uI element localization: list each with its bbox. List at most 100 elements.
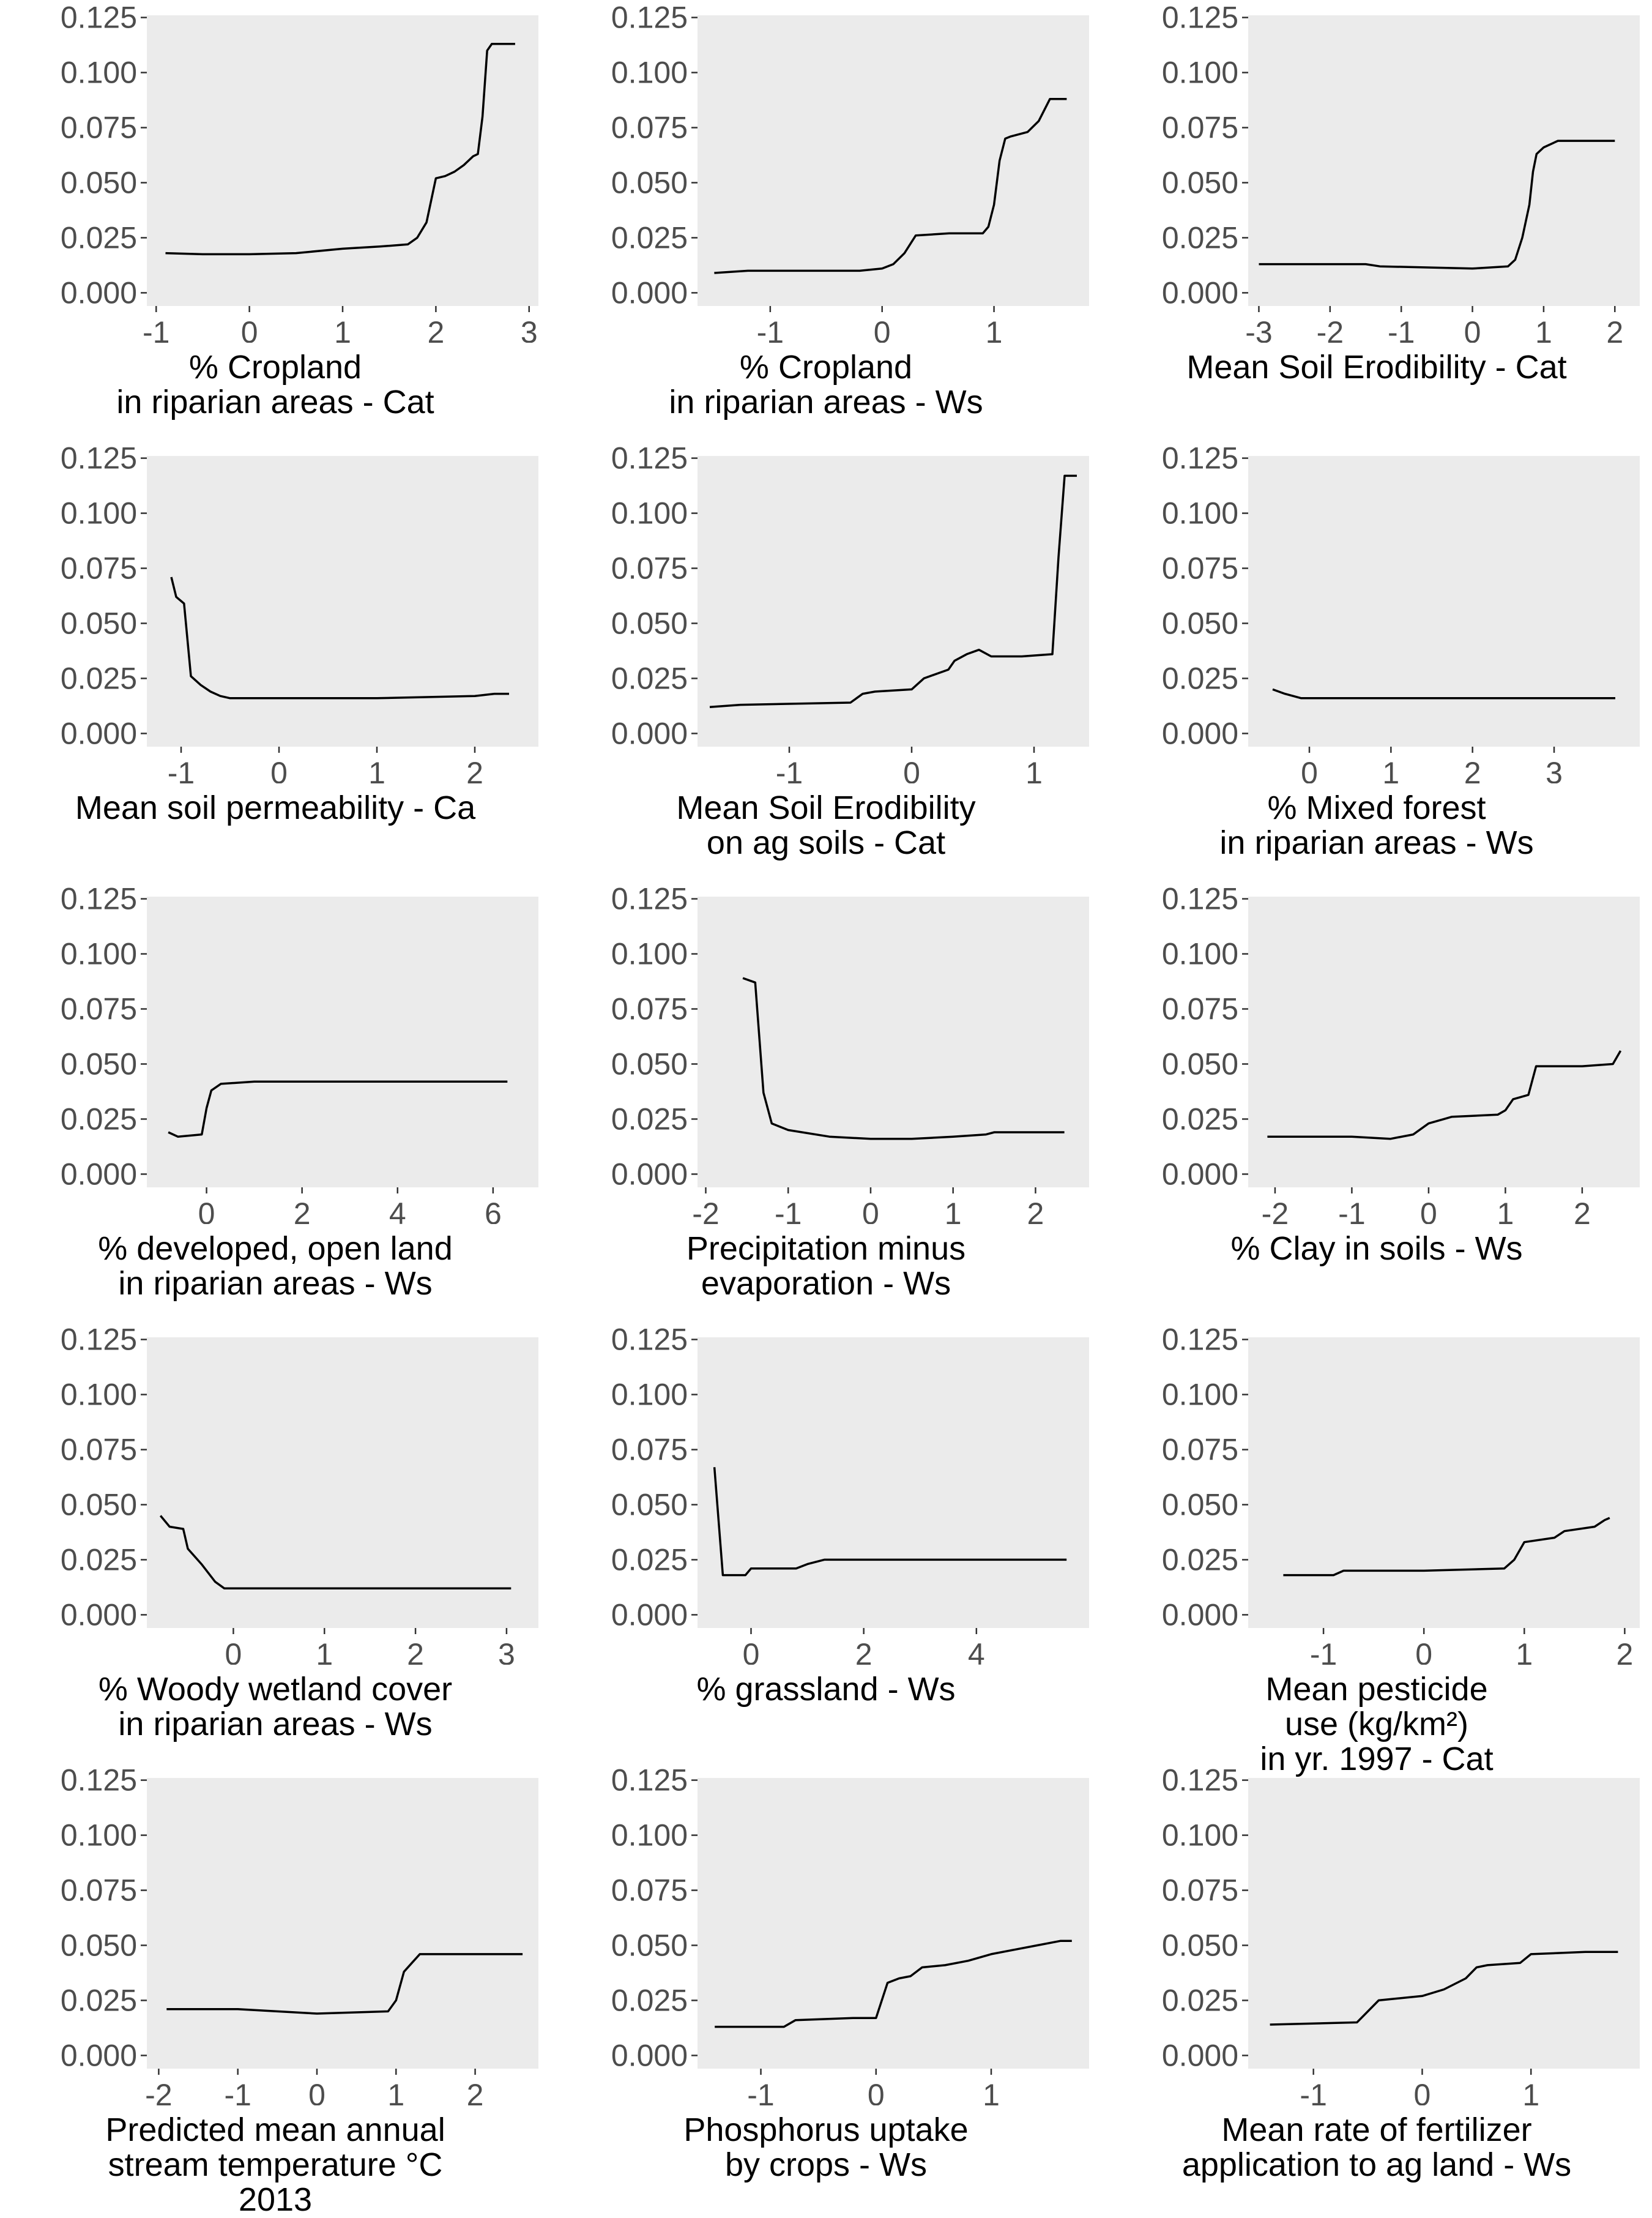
x-tick-label: 0 <box>241 315 258 343</box>
y-tick-label: 0.025 <box>61 220 137 255</box>
chart-svg: 0.000 0.025 0.050 0.075 0.100 0.125 -2 -1 0 1 2 <box>1162 882 1640 1224</box>
chart-svg: 0.000 0.025 0.050 0.075 0.100 0.125 -1 0 1 <box>611 1763 1089 2105</box>
plot-background <box>698 897 1089 1187</box>
plot-background <box>698 1778 1089 2069</box>
x-axis-title-line: Mean soil permeability - Ca <box>75 790 476 826</box>
partial-dependence-line <box>168 1080 508 1138</box>
chart-panel: 0.000 0.025 0.050 0.075 0.100 0.125 0 1 2 3 % Wood… <box>0 1322 551 1763</box>
y-tick-label: 0.075 <box>61 111 137 145</box>
y-tick-label: 0.050 <box>1162 1047 1238 1081</box>
chart-svg: 0.000 0.025 0.050 0.075 0.100 0.125 0 2 4 <box>611 1323 1089 1665</box>
x-tick-label: 1 <box>945 1197 962 1224</box>
y-tick-label: 0.125 <box>61 882 137 916</box>
y-tick-label: 0.125 <box>1162 1763 1238 1798</box>
partial-dependence-line <box>713 1467 1067 1577</box>
y-tick-label: 0.050 <box>61 1047 137 1081</box>
x-tick-label: 2 <box>855 1637 873 1665</box>
x-axis-title-line: by crops - Ws <box>724 2146 928 2183</box>
y-tick-label: 0.050 <box>1162 165 1238 200</box>
plot-background <box>1248 456 1640 747</box>
x-tick-label: 0 <box>198 1197 215 1224</box>
y-tick-label: 0.050 <box>611 1047 688 1081</box>
y-tick-label: 0.000 <box>611 2038 688 2072</box>
x-axis-title: Precipitation minus evaporation - Ws <box>551 1231 1101 1301</box>
y-tick-label: 0.050 <box>611 1928 688 1962</box>
x-tick-label: -1 <box>1300 2078 1326 2105</box>
x-tick-label: 0 <box>903 756 920 783</box>
x-axis-title-line: % Mixed forest <box>1267 790 1486 826</box>
x-tick-label: 0 <box>270 756 288 783</box>
x-tick-label: 0 <box>1301 756 1318 783</box>
chart-panel: 0.000 0.025 0.050 0.075 0.100 0.125 -1 0 1 2 Mean … <box>1101 1322 1652 1777</box>
x-axis-title: Mean Soil Erodibility on ag soils - Cat <box>551 791 1101 861</box>
x-tick-label: -2 <box>145 2078 172 2105</box>
chart-panel: 0.000 0.025 0.050 0.075 0.100 0.125 -3 -2 -1 0 1 2 M… <box>1101 0 1652 441</box>
x-axis-title: Mean Soil Erodibility - Cat <box>1101 350 1652 385</box>
chart-svg: 0.000 0.025 0.050 0.075 0.100 0.125 -1 0 1 <box>1162 1763 1640 2105</box>
plot-background <box>147 15 538 306</box>
y-tick-label: 0.125 <box>61 1323 137 1357</box>
x-tick-label: 4 <box>968 1637 985 1665</box>
x-tick-label: 2 <box>294 1197 311 1224</box>
x-axis-title-line: Precipitation minus <box>686 1230 966 1267</box>
y-tick-label: 0.100 <box>61 937 137 971</box>
plot-background <box>1248 1337 1640 1628</box>
x-axis-title: % Mixed forest in riparian areas - Ws <box>1101 791 1652 861</box>
x-tick-label: 6 <box>485 1197 502 1224</box>
x-tick-label: -3 <box>1245 315 1272 343</box>
y-tick-label: 0.125 <box>1162 1 1238 35</box>
x-tick-label: 0 <box>862 1197 879 1224</box>
y-tick-label: 0.025 <box>1162 1542 1238 1577</box>
y-tick-label: 0.000 <box>1162 1597 1238 1632</box>
y-tick-label: 0.075 <box>1162 1433 1238 1467</box>
y-tick-label: 0.000 <box>611 1157 688 1191</box>
x-axis-title: % Cropland in riparian areas - Cat <box>0 350 551 420</box>
x-tick-label: -1 <box>224 2078 251 2105</box>
plot-background <box>1248 1778 1640 2069</box>
chart-panel: 0.000 0.025 0.050 0.075 0.100 0.125 0 2 4 6 % deve… <box>0 881 551 1322</box>
chart-panel: 0.000 0.025 0.050 0.075 0.100 0.125 -2 -1 0 1 2 % C… <box>1101 881 1652 1322</box>
chart-panel: 0.000 0.025 0.050 0.075 0.100 0.125 -1 0 1 2 3 % Cr… <box>0 0 551 441</box>
x-tick-label: 2 <box>1616 1637 1633 1665</box>
x-tick-label: 1 <box>1497 1197 1514 1224</box>
x-axis-title-line: in riparian areas - Ws <box>669 384 983 420</box>
x-tick-label: -1 <box>143 315 169 343</box>
y-tick-label: 0.050 <box>61 606 137 640</box>
y-tick-label: 0.100 <box>1162 1378 1238 1412</box>
partial-dependence-line <box>166 1953 523 2015</box>
x-axis-title-line: in yr. 1997 - Cat <box>1260 1741 1494 1777</box>
plot-background <box>147 897 538 1187</box>
x-tick-label: -1 <box>776 756 803 783</box>
chart-panel: 0.000 0.025 0.050 0.075 0.100 0.125 -1 0 1 % Crop… <box>551 0 1101 441</box>
chart-panel: 0.000 0.025 0.050 0.075 0.100 0.125 0 1 2 3 % Mixe… <box>1101 441 1652 881</box>
chart-svg: 0.000 0.025 0.050 0.075 0.100 0.125 0 1 2 3 <box>1162 441 1640 783</box>
plot-background <box>698 1337 1089 1628</box>
x-axis-title-line: Phosphorus uptake <box>683 2112 969 2148</box>
y-tick-label: 0.025 <box>611 1983 688 2017</box>
x-tick-label: -1 <box>747 2078 774 2105</box>
y-tick-label: 0.125 <box>1162 882 1238 916</box>
x-tick-label: -2 <box>692 1197 719 1224</box>
y-tick-label: 0.100 <box>61 496 137 531</box>
y-tick-label: 0.100 <box>1162 1818 1238 1853</box>
plot-background <box>1248 897 1640 1187</box>
partial-dependence-line <box>1259 140 1615 270</box>
chart-svg: 0.000 0.025 0.050 0.075 0.100 0.125 -3 -2 -1 0 1 2 <box>1162 1 1640 343</box>
chart-panel: 0.000 0.025 0.050 0.075 0.100 0.125 -2 -1 0 1 2 Pre… <box>0 1763 551 2217</box>
y-tick-label: 0.100 <box>611 56 688 90</box>
plot-background <box>147 1778 538 2069</box>
x-tick-label: 2 <box>467 2078 484 2105</box>
y-tick-label: 0.075 <box>1162 551 1238 586</box>
x-axis-title-line: % grassland - Ws <box>696 1671 956 1708</box>
x-tick-label: -2 <box>1317 315 1344 343</box>
x-axis-title-line: Mean Soil Erodibility <box>676 790 976 826</box>
x-tick-label: 2 <box>466 756 483 783</box>
y-tick-label: 0.000 <box>61 275 137 310</box>
y-tick-label: 0.000 <box>61 2038 137 2072</box>
x-axis-title: Phosphorus uptake by crops - Ws <box>551 2113 1101 2183</box>
x-axis-title-line: application to ag land - Ws <box>1181 2146 1572 2183</box>
x-axis-title: % grassland - Ws <box>551 1672 1101 1707</box>
y-tick-label: 0.050 <box>611 1487 688 1522</box>
x-tick-label: 0 <box>1415 1637 1432 1665</box>
y-tick-label: 0.000 <box>1162 716 1238 750</box>
